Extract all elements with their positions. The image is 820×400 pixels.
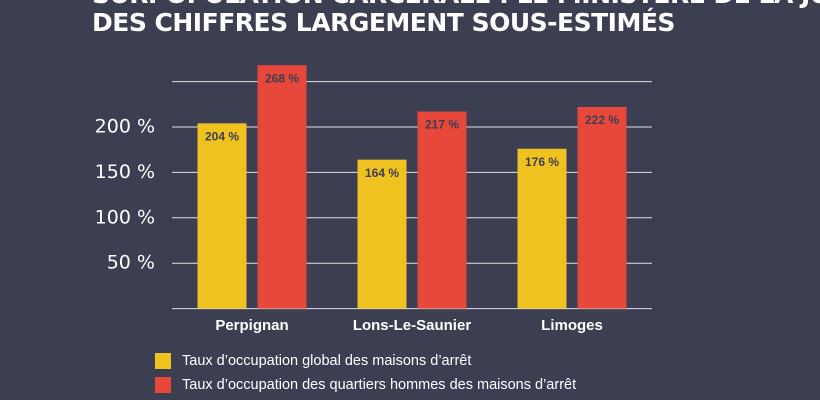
value-label: 222 % <box>585 113 619 127</box>
x-tick-label: Perpignan <box>215 317 288 334</box>
chart-title: SURPOPULATION CARCÉRALE : LE MINISTÈRE D… <box>92 0 820 9</box>
y-tick-label: 200 % <box>95 115 155 137</box>
y-tick-label: 50 % <box>107 252 155 274</box>
legend-label: Taux d’occupation des quartiers hommes d… <box>182 377 576 393</box>
x-tick-label: Limoges <box>541 317 603 334</box>
y-tick-label: 100 % <box>95 206 155 228</box>
bar <box>197 123 247 309</box>
value-label: 268 % <box>265 71 299 85</box>
bar <box>517 148 567 309</box>
chart-subtitle: DES CHIFFRES LARGEMENT SOUS-ESTIMÉS <box>92 8 675 37</box>
value-label: 176 % <box>525 155 559 169</box>
value-label: 204 % <box>205 130 239 144</box>
bar <box>577 106 627 309</box>
bar <box>257 65 307 309</box>
legend-swatch <box>155 377 171 393</box>
legend-label: Taux d’occupation global des maisons d’a… <box>182 353 471 369</box>
value-label: 217 % <box>425 118 459 132</box>
x-tick-label: Lons-Le-Saunier <box>353 317 472 334</box>
y-tick-label: 150 % <box>95 161 155 183</box>
bar <box>417 111 467 309</box>
legend-swatch <box>155 353 171 369</box>
value-label: 164 % <box>365 166 399 180</box>
bar <box>357 159 407 309</box>
